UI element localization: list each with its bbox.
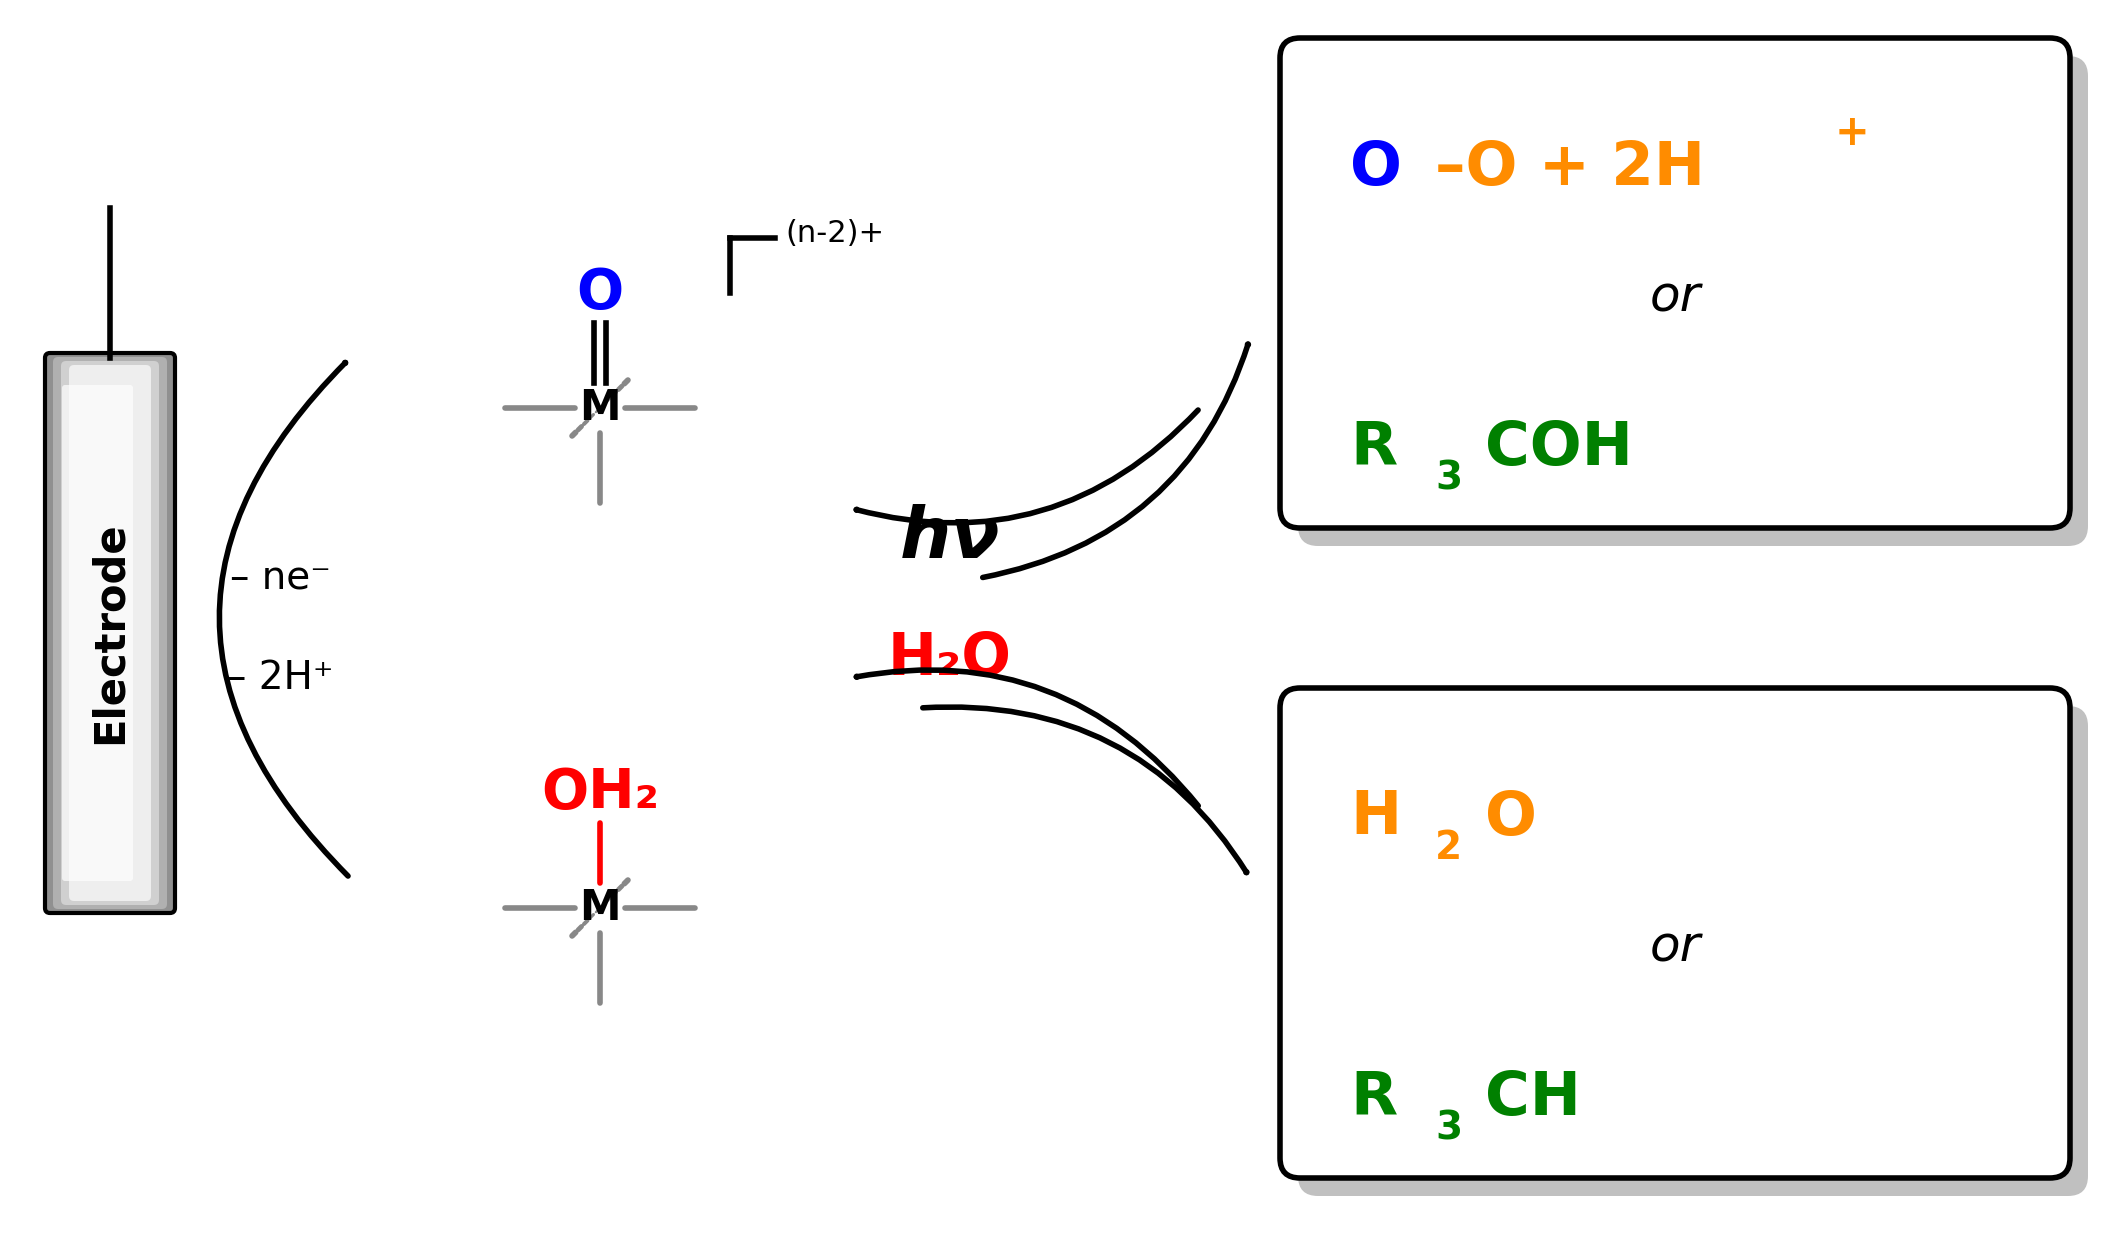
Text: R: R	[1350, 1068, 1396, 1127]
Text: CH: CH	[1485, 1068, 1581, 1127]
Text: –O + 2H: –O + 2H	[1435, 138, 1706, 198]
FancyBboxPatch shape	[53, 357, 167, 910]
FancyArrowPatch shape	[856, 410, 1197, 523]
Text: (n-2)+: (n-2)+	[784, 219, 884, 248]
FancyBboxPatch shape	[1299, 57, 2087, 546]
FancyBboxPatch shape	[44, 353, 176, 913]
FancyBboxPatch shape	[1280, 38, 2070, 528]
FancyBboxPatch shape	[61, 361, 159, 905]
Text: Electrode: Electrode	[89, 522, 131, 745]
Text: – ne⁻: – ne⁻	[229, 559, 331, 598]
Text: 3: 3	[1435, 1110, 1462, 1147]
FancyBboxPatch shape	[70, 365, 150, 901]
FancyArrowPatch shape	[220, 362, 348, 876]
Text: 2: 2	[1435, 829, 1462, 867]
Text: +: +	[1835, 112, 1869, 153]
Text: H₂O: H₂O	[888, 629, 1013, 687]
Text: COH: COH	[1485, 419, 1634, 478]
FancyBboxPatch shape	[1280, 688, 2070, 1177]
Text: M: M	[578, 387, 621, 429]
Text: O: O	[1350, 138, 1403, 198]
FancyBboxPatch shape	[1299, 706, 2087, 1196]
Text: R: R	[1350, 419, 1396, 478]
FancyArrowPatch shape	[922, 707, 1246, 873]
Text: hν: hν	[901, 503, 1000, 572]
Text: O: O	[1485, 789, 1536, 848]
FancyArrowPatch shape	[983, 345, 1248, 577]
Text: H: H	[1350, 789, 1401, 848]
Text: or: or	[1649, 923, 1702, 972]
Text: – 2H⁺: – 2H⁺	[227, 659, 333, 697]
Text: O: O	[576, 265, 623, 320]
Text: or: or	[1649, 274, 1702, 322]
Text: 3: 3	[1435, 459, 1462, 497]
Text: M: M	[578, 887, 621, 928]
Text: OH₂: OH₂	[540, 766, 659, 820]
FancyBboxPatch shape	[61, 385, 133, 881]
FancyArrowPatch shape	[856, 671, 1197, 806]
